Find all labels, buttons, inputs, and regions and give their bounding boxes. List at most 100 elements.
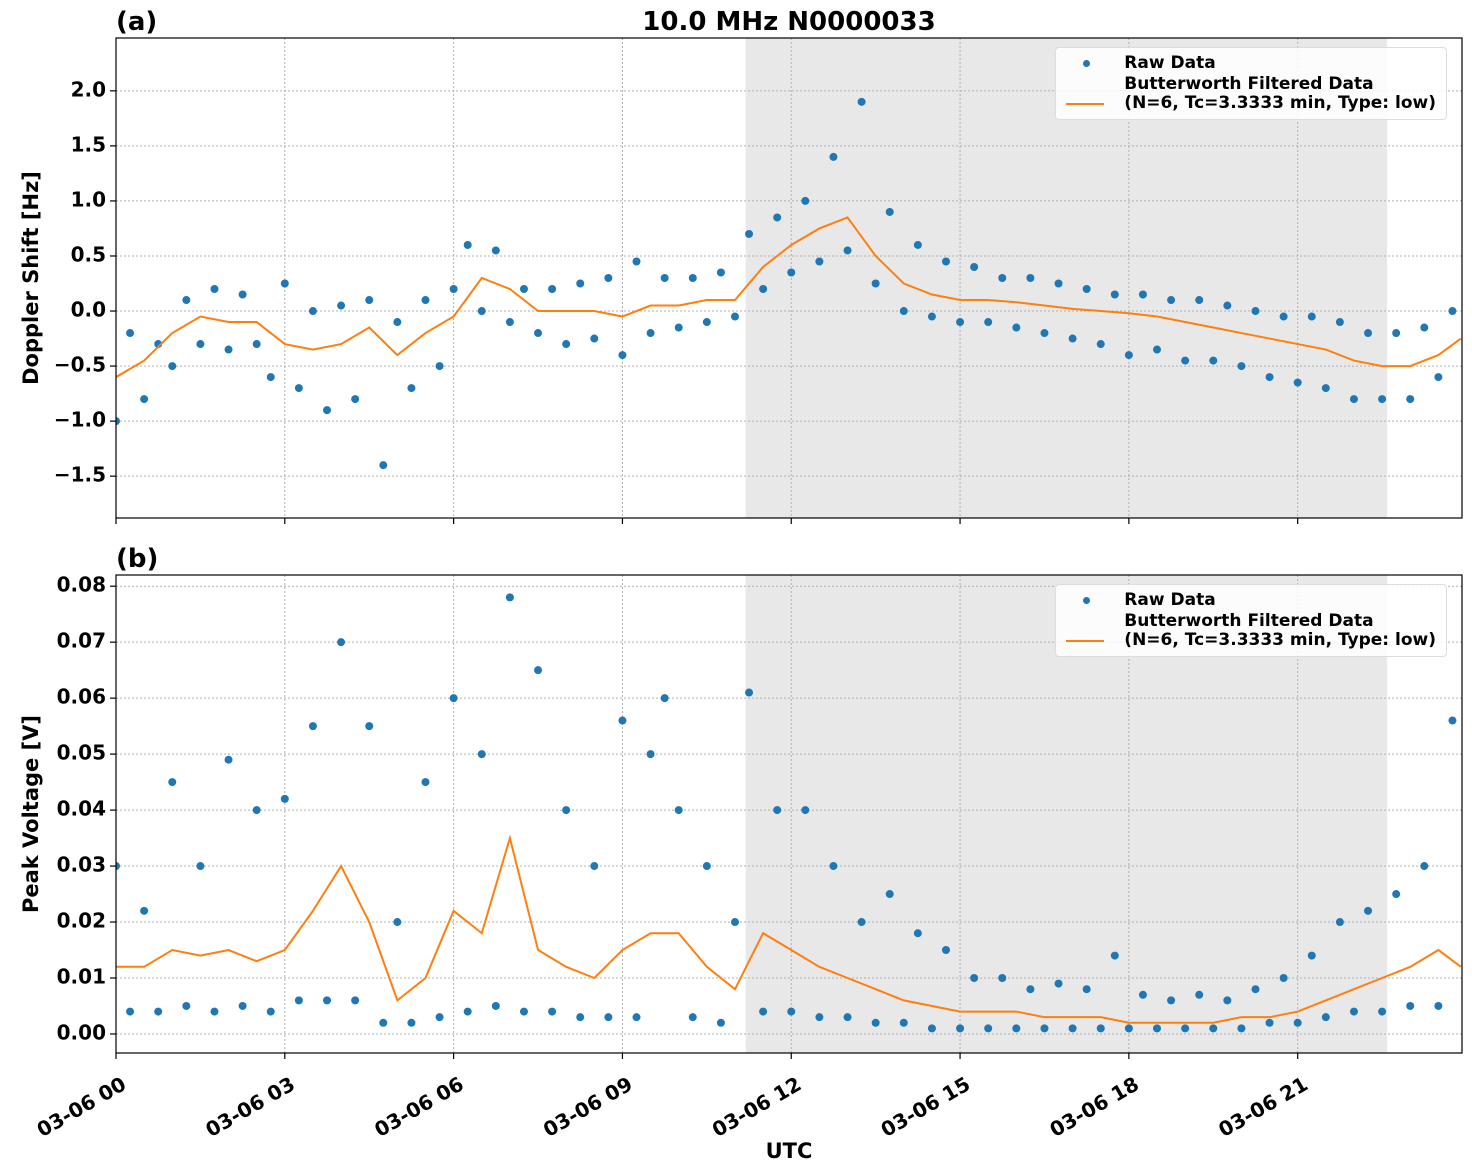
raw-point — [984, 318, 993, 327]
filtered-line — [116, 834, 1462, 1024]
raw-point — [1251, 985, 1260, 994]
raw-point — [1364, 329, 1373, 338]
legend-marker — [1083, 597, 1091, 604]
legend-key — [1066, 54, 1106, 73]
raw-point — [1434, 373, 1443, 382]
raw-point — [1364, 906, 1373, 915]
raw-point — [1349, 395, 1358, 404]
raw-point — [1279, 312, 1288, 321]
raw-point — [1307, 951, 1316, 960]
raw-point — [745, 229, 754, 238]
x-tick-label: 03-06 12 — [708, 1072, 806, 1142]
raw-point — [534, 666, 543, 675]
raw-point — [1448, 716, 1457, 725]
raw-point — [843, 1013, 852, 1022]
raw-point — [196, 862, 205, 871]
raw-point — [1012, 1024, 1021, 1033]
raw-point — [730, 312, 739, 321]
y-tick-label: 0.03 — [57, 853, 106, 877]
raw-point — [505, 318, 514, 327]
axes-frame — [115, 37, 1463, 519]
raw-point — [913, 929, 922, 938]
y-tick-label: 1.0 — [71, 187, 106, 211]
raw-point — [1293, 1018, 1302, 1027]
raw-point — [843, 246, 852, 255]
raw-point — [323, 406, 332, 415]
raw-point — [1265, 373, 1274, 382]
raw-point — [421, 296, 430, 305]
x-tick-label: 03-06 09 — [539, 1072, 637, 1142]
legend-label: Butterworth Filtered Data (N=6, Tc=3.333… — [1124, 611, 1436, 650]
raw-point — [519, 285, 528, 294]
raw-point — [998, 973, 1007, 982]
raw-point — [519, 1007, 528, 1016]
raw-point — [1068, 1024, 1077, 1033]
raw-point — [407, 1018, 416, 1027]
raw-point — [885, 207, 894, 216]
raw-point — [407, 384, 416, 393]
raw-point — [632, 1013, 641, 1022]
raw-point — [393, 918, 402, 927]
raw-point — [871, 279, 880, 288]
raw-point — [1392, 890, 1401, 899]
raw-point — [252, 340, 261, 349]
raw-point — [857, 918, 866, 927]
raw-point — [1378, 1007, 1387, 1016]
raw-point — [576, 279, 585, 288]
y-tick-label: 0.07 — [57, 629, 106, 653]
y-tick-label: 2.0 — [71, 77, 106, 101]
x-tick-label: 03-06 21 — [1214, 1072, 1312, 1142]
raw-point — [238, 1001, 247, 1010]
raw-point — [1321, 384, 1330, 393]
y-tick-label: 0.0 — [71, 298, 106, 322]
y-axis-label: Peak Voltage [V] — [19, 715, 43, 913]
raw-point — [168, 362, 177, 371]
raw-point — [1195, 990, 1204, 999]
legend-entry: Butterworth Filtered Data (N=6, Tc=3.333… — [1066, 75, 1436, 113]
raw-point — [154, 1007, 163, 1016]
raw-point — [1012, 323, 1021, 332]
raw-point — [913, 240, 922, 249]
raw-point — [829, 862, 838, 871]
raw-point — [1110, 290, 1119, 299]
raw-point — [773, 213, 782, 222]
raw-point — [1153, 345, 1162, 354]
raw-point — [1251, 307, 1260, 316]
raw-point — [956, 1024, 965, 1033]
raw-point — [1124, 1024, 1133, 1033]
raw-point — [899, 1018, 908, 1027]
raw-point — [759, 1007, 768, 1016]
raw-point — [562, 806, 571, 815]
raw-point — [688, 1013, 697, 1022]
legend-key — [1066, 75, 1106, 105]
raw-point — [1068, 334, 1077, 343]
raw-point — [182, 1001, 191, 1010]
raw-point — [1082, 985, 1091, 994]
y-tick-label: 0.06 — [57, 685, 106, 709]
raw-point — [351, 395, 360, 404]
y-tick-label: 0.00 — [57, 1020, 106, 1044]
raw-point — [1237, 1024, 1246, 1033]
raw-point — [294, 384, 303, 393]
raw-point — [1054, 279, 1063, 288]
legend-label: Raw Data — [1124, 590, 1216, 610]
raw-point — [618, 351, 627, 360]
raw-point — [196, 340, 205, 349]
raw-point — [548, 285, 557, 294]
raw-point — [702, 862, 711, 871]
raw-point — [435, 362, 444, 371]
raw-point — [1420, 862, 1429, 871]
x-tick-label: 03-06 15 — [877, 1072, 975, 1142]
raw-point — [632, 257, 641, 266]
raw-point — [210, 285, 219, 294]
raw-point — [238, 290, 247, 299]
raw-point — [1237, 362, 1246, 371]
x-tick-label: 03-06 18 — [1045, 1072, 1143, 1142]
raw-point — [224, 755, 233, 764]
raw-point — [1392, 329, 1401, 338]
raw-point — [857, 97, 866, 106]
raw-point — [351, 996, 360, 1005]
raw-point — [970, 262, 979, 271]
raw-point — [1406, 395, 1415, 404]
